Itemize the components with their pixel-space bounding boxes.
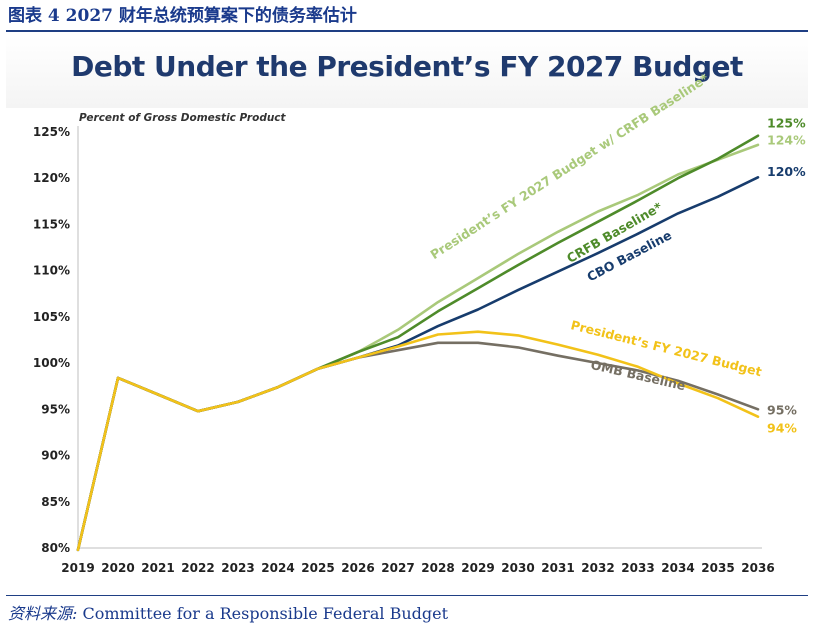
y-tick-label: 80% xyxy=(41,541,70,555)
end-value-label-2: 120% xyxy=(767,164,806,179)
chart-container: Debt Under the President’s FY 2027 Budge… xyxy=(6,36,808,592)
y-tick-label: 120% xyxy=(33,171,70,185)
chart-axes: 80% 85% 90% 95% 100% 105% 110% 115% 120% 125% 2019… xyxy=(33,125,775,575)
figure-title: 图表 4 2027 财年总统预算案下的债务率估计 xyxy=(8,6,357,26)
y-tick-label: 90% xyxy=(41,449,70,463)
source-text: Committee for a Responsible Federal Budg… xyxy=(77,604,449,623)
end-value-label-1: 125% xyxy=(767,116,806,131)
x-tick-label: 2020 xyxy=(101,561,134,575)
series-line-3 xyxy=(76,330,760,552)
x-tick-label: 2035 xyxy=(701,561,734,575)
end-value-label-3: 94% xyxy=(767,421,797,436)
y-tick-label: 105% xyxy=(33,310,70,324)
end-value-label-4: 95% xyxy=(767,402,797,417)
x-tick-label: 2025 xyxy=(301,561,334,575)
chart-series-labels: President’s FY 2027 Budget w/ CRFB Basel… xyxy=(427,70,806,435)
header-rule xyxy=(6,30,808,32)
x-tick-label: 2034 xyxy=(661,561,694,575)
x-tick-label: 2026 xyxy=(341,561,374,575)
footer-rule xyxy=(6,595,808,596)
x-tick-label: 2024 xyxy=(261,561,294,575)
figure-header: 图表 4 2027 财年总统预算案下的债务率估计 xyxy=(8,4,808,30)
chart-series-group xyxy=(76,134,760,552)
x-tick-label: 2036 xyxy=(741,561,774,575)
x-tick-label: 2029 xyxy=(461,561,494,575)
x-tick-label: 2030 xyxy=(501,561,534,575)
y-tick-label: 115% xyxy=(33,217,70,231)
y-axis-label: Percent of Gross Domestic Product xyxy=(79,112,287,124)
x-tick-label: 2032 xyxy=(581,561,614,575)
source-label: 资料来源: xyxy=(8,604,78,623)
chart-title: Debt Under the President’s FY 2027 Budge… xyxy=(71,50,743,83)
x-tick-label: 2033 xyxy=(621,561,654,575)
chart-title-band xyxy=(6,36,808,108)
y-tick-label: 95% xyxy=(41,402,70,416)
series-label-4: OMB Baseline xyxy=(589,357,687,393)
end-value-label-0: 124% xyxy=(767,132,806,147)
x-tick-label: 2028 xyxy=(421,561,454,575)
x-tick-label: 2023 xyxy=(221,561,254,575)
x-tick-label: 2022 xyxy=(181,561,214,575)
debt-line-chart: Percent of Gross Domestic Product 80% 85%… xyxy=(33,70,806,575)
y-tick-label: 110% xyxy=(33,264,70,278)
source-note: 资料来源: Committee for a Responsible Federa… xyxy=(8,600,448,624)
x-tick-label: 2031 xyxy=(541,561,574,575)
y-tick-label: 100% xyxy=(33,356,70,370)
x-tick-label: 2027 xyxy=(381,561,414,575)
y-tick-label: 85% xyxy=(41,495,70,509)
x-tick-label: 2019 xyxy=(61,561,94,575)
x-tick-label: 2021 xyxy=(141,561,174,575)
y-tick-label: 125% xyxy=(33,125,70,139)
